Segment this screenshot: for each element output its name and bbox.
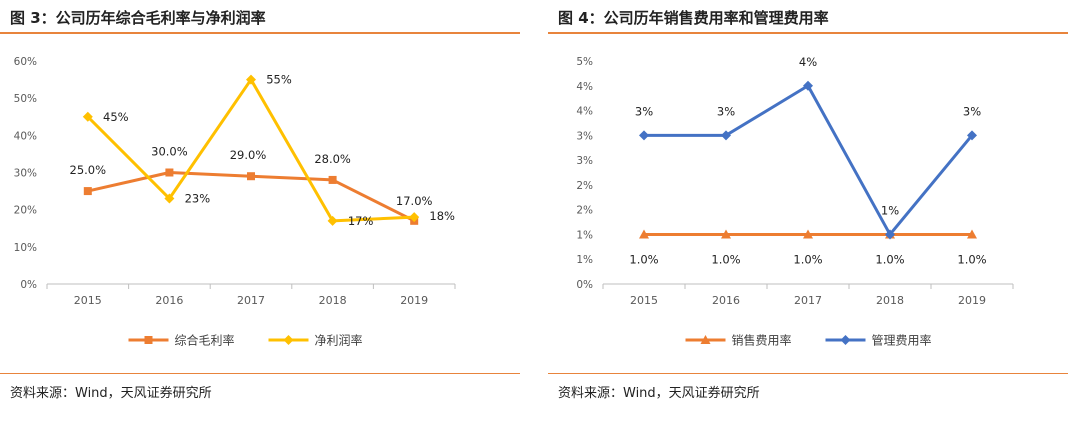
data-point [639, 229, 649, 239]
x-tick-label: 2016 [155, 294, 183, 307]
data-label: 4% [799, 55, 817, 69]
legend-item: 销售费用率 [685, 333, 792, 348]
x-tick-label: 2018 [876, 294, 904, 307]
data-point [885, 229, 895, 240]
x-tick-label: 2018 [319, 294, 347, 307]
data-label: 1% [881, 203, 899, 217]
data-point [327, 215, 338, 226]
y-tick-label: 10% [14, 242, 37, 254]
legend-label: 销售费用率 [732, 333, 792, 348]
data-label: 28.0% [314, 152, 351, 166]
data-label: 29.0% [230, 148, 267, 162]
data-point [165, 168, 174, 177]
x-tick-label: 2015 [630, 294, 658, 307]
data-point [83, 187, 92, 196]
y-tick-label: 4% [576, 81, 593, 93]
legend-marker [700, 335, 711, 344]
y-tick-label: 0% [20, 279, 37, 291]
data-point [164, 193, 175, 204]
data-label: 3% [717, 104, 735, 118]
data-label: 3% [963, 104, 981, 118]
y-tick-label: 60% [14, 56, 37, 68]
y-tick-label: 50% [14, 93, 37, 105]
chart-title: 图 3：公司历年综合毛利率与净利润率 [10, 9, 266, 27]
y-tick-label: 5% [576, 56, 593, 68]
chart-panel-1: 图 3：公司历年综合毛利率与净利润率 0% 10% 20% 30% 40% 50% 60% 2… [0, 0, 532, 442]
x-tick-label: 2015 [74, 294, 102, 307]
y-tick-label: 2% [576, 205, 593, 217]
data-label: 23% [185, 192, 211, 206]
legend-marker [283, 335, 294, 345]
legend-item: 综合毛利率 [128, 333, 235, 348]
x-tick-label: 2019 [958, 294, 986, 307]
series-1: 1.0% 1.0% 1.0% 1.0% 1.0% [629, 229, 987, 266]
title-divider [0, 32, 520, 34]
data-point [639, 130, 649, 141]
data-point [967, 130, 977, 141]
data-point [409, 212, 420, 223]
data-label: 1.0% [875, 252, 904, 266]
x-tick-label: 2019 [400, 294, 428, 307]
data-label: 3% [635, 104, 653, 118]
source-divider [0, 373, 520, 374]
x-tick-label: 2016 [712, 294, 740, 307]
source-note: 资料来源：Wind，天风证券研究所 [10, 386, 212, 401]
y-tick-label: 40% [14, 130, 37, 142]
legend: 综合毛利率 净利润率 [128, 333, 363, 348]
series-1: 25.0% 30.0% 29.0% 28.0% 17.0% [70, 145, 433, 225]
legend-marker [144, 336, 153, 344]
data-label: 18% [429, 209, 455, 223]
data-label: 1.0% [629, 252, 658, 266]
data-point [82, 111, 93, 122]
legend-label: 综合毛利率 [175, 333, 235, 348]
source-note: 资料来源：Wind，天风证券研究所 [558, 386, 760, 401]
legend-label: 管理费用率 [872, 333, 932, 348]
y-tick-label: 20% [14, 205, 37, 217]
data-point [721, 229, 731, 239]
data-point [246, 74, 256, 85]
data-label: 1.0% [957, 252, 986, 266]
series-2: 3% 3% 4% 1% 3% [635, 55, 981, 240]
data-point [247, 172, 255, 181]
legend-label: 净利润率 [315, 333, 363, 348]
y-tick-label: 3% [576, 155, 593, 167]
data-label: 25.0% [70, 163, 107, 177]
y-tick-label: 1% [576, 254, 593, 266]
x-tick-label: 2017 [794, 294, 822, 307]
legend-item: 净利润率 [268, 333, 363, 348]
data-point [803, 80, 813, 91]
data-label: 30.0% [151, 145, 188, 159]
data-label: 17.0% [396, 194, 433, 208]
data-label: 1.0% [793, 252, 822, 266]
chart-title: 图 4：公司历年销售费用率和管理费用率 [558, 9, 829, 27]
y-tick-label: 0% [576, 279, 593, 291]
source-divider [548, 373, 1068, 374]
title-divider [548, 32, 1068, 34]
y-tick-label: 1% [576, 229, 593, 241]
data-label: 17% [348, 214, 374, 228]
legend-item: 管理费用率 [825, 333, 932, 348]
data-label: 1.0% [711, 252, 740, 266]
x-tick-label: 2017 [237, 294, 265, 307]
legend-marker [840, 335, 851, 345]
data-point [803, 229, 813, 239]
series-line [644, 84, 974, 236]
chart-panel-2: 图 4：公司历年销售费用率和管理费用率 0% 1% 1% 2% 2% 3% 3% 4% 4% 5%… [548, 0, 1080, 442]
chart-1-plot: 0% 10% 20% 30% 40% 50% 60% 2015 2016 2017 2018 2019… [14, 56, 456, 348]
y-tick-label: 2% [576, 180, 593, 192]
chart-2-plot: 0% 1% 1% 2% 2% 3% 3% 4% 4% 5% 2015 2016 2017 2018 2019… [576, 55, 1014, 348]
series-2: 45% 23% 55% 17% 18% [82, 73, 455, 228]
y-tick-label: 30% [14, 168, 37, 180]
y-tick-label: 3% [576, 130, 593, 142]
data-label: 45% [103, 110, 129, 124]
data-point [721, 130, 731, 141]
data-label: 55% [266, 73, 292, 87]
data-point [328, 175, 337, 184]
legend: 销售费用率 管理费用率 [685, 333, 932, 348]
data-point [967, 229, 977, 239]
y-tick-label: 4% [576, 106, 593, 118]
